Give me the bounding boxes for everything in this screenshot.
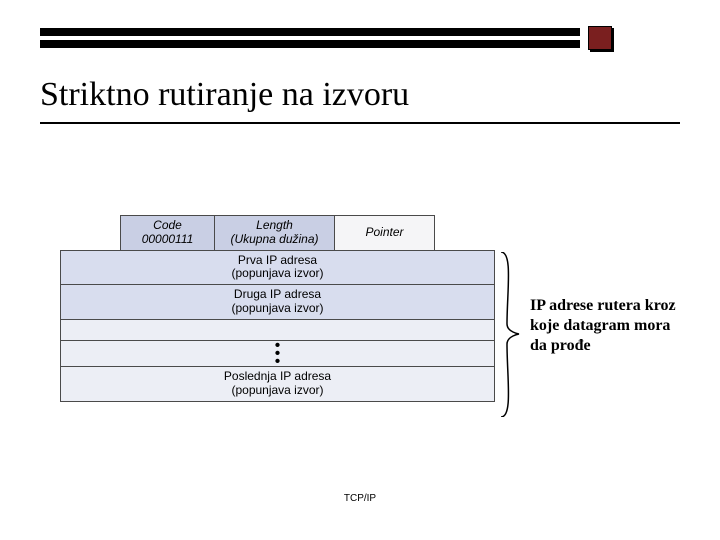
dot: • (61, 358, 494, 366)
row-first-ip: Prva IP adresa (popunjava izvor) (60, 250, 495, 286)
slide: Striktno rutiranje na izvoru Code 000001… (0, 0, 720, 540)
footer-label: TCP/IP (0, 493, 720, 504)
address-rows: Prva IP adresa (popunjava izvor) Druga I… (60, 250, 495, 402)
row-line: Prva IP adresa (61, 254, 494, 268)
row-ellipsis: • • • (60, 341, 495, 368)
brace-icon (497, 252, 521, 417)
packet-structure-diagram: Code 00000111 Length (Ukupna dužina) Poi… (60, 215, 495, 402)
header-row: Code 00000111 Length (Ukupna dužina) Poi… (120, 215, 435, 251)
header-cell-length: Length (Ukupna dužina) (215, 215, 335, 251)
slide-title: Striktno rutiranje na izvoru (40, 76, 409, 114)
row-line (61, 323, 494, 337)
row-line: Druga IP adresa (61, 288, 494, 302)
decor-accent-box (588, 26, 612, 50)
header-code-label: Code (153, 219, 182, 233)
header-code-value: 00000111 (142, 233, 194, 247)
annotation-text: IP adrese rutera kroz koje datagram mora… (530, 296, 690, 356)
header-cell-pointer: Pointer (335, 215, 435, 251)
header-pointer-label: Pointer (365, 226, 403, 240)
row-line: (popunjava izvor) (61, 384, 494, 398)
row-line: (popunjava izvor) (61, 302, 494, 316)
header-length-label: Length (256, 219, 293, 233)
title-underline (40, 122, 680, 124)
decor-bar-2 (40, 40, 580, 48)
decor-bar-1 (40, 28, 580, 36)
row-last-ip: Poslednja IP adresa (popunjava izvor) (60, 367, 495, 402)
row-line: Poslednja IP adresa (61, 370, 494, 384)
header-cell-code: Code 00000111 (120, 215, 215, 251)
row-line: (popunjava izvor) (61, 267, 494, 281)
row-second-ip: Druga IP adresa (popunjava izvor) (60, 285, 495, 320)
header-length-sub: (Ukupna dužina) (230, 233, 318, 247)
